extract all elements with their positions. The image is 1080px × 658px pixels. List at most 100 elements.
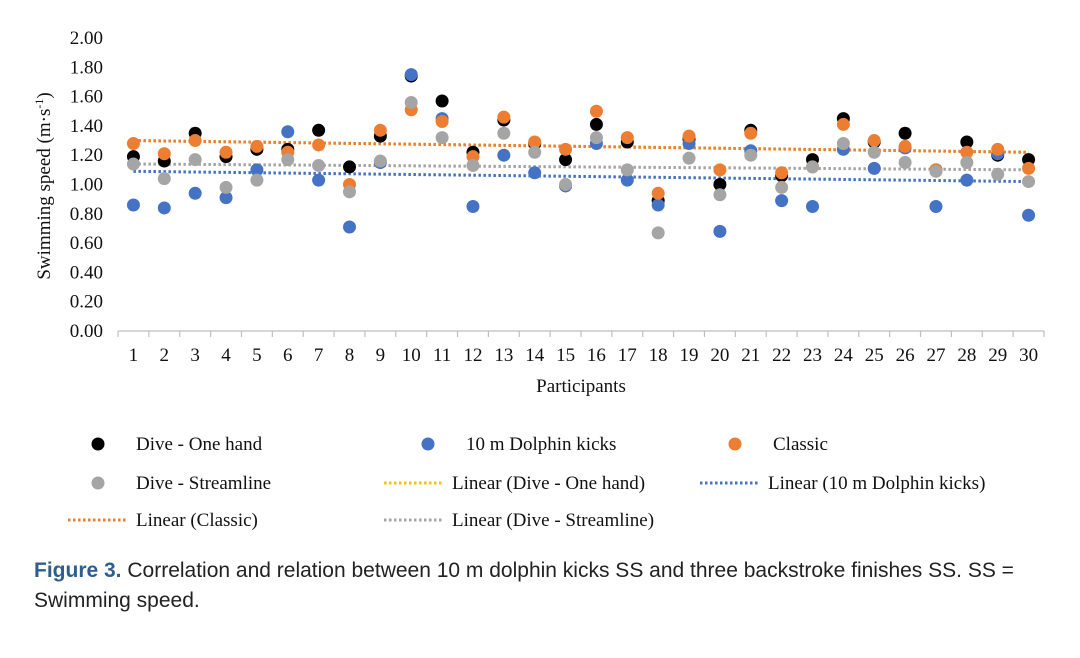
data-point <box>559 178 573 191</box>
x-tick-label: 7 <box>314 345 324 366</box>
data-point <box>589 104 603 118</box>
x-tick-label: 17 <box>618 345 637 366</box>
x-tick-label: 22 <box>772 345 791 366</box>
data-point <box>312 173 326 187</box>
data-point <box>960 173 974 187</box>
trendline <box>133 139 1029 154</box>
data-point <box>1022 208 1036 222</box>
y-tick-label: 0.60 <box>70 233 103 254</box>
data-point <box>435 131 449 145</box>
legend-label: 10 m Dolphin kicks <box>466 434 616 455</box>
data-point <box>157 147 171 161</box>
data-point <box>806 160 819 174</box>
x-tick-label: 28 <box>957 345 976 366</box>
data-point <box>528 166 542 180</box>
data-point <box>713 188 727 202</box>
data-point <box>651 198 665 212</box>
x-tick-label: 10 <box>402 345 421 366</box>
data-point <box>1022 175 1036 189</box>
data-point <box>281 153 295 167</box>
data-point <box>188 186 202 200</box>
x-tick-label: 8 <box>345 345 355 366</box>
x-tick-label: 25 <box>865 345 884 366</box>
x-tick-label: 16 <box>587 345 606 366</box>
data-point <box>898 126 912 140</box>
data-point <box>775 166 789 180</box>
data-point <box>219 145 233 159</box>
data-point <box>126 136 140 150</box>
data-point <box>466 158 480 172</box>
data-point <box>620 163 634 177</box>
data-point <box>157 201 171 215</box>
data-point <box>250 139 264 153</box>
data-point <box>188 134 202 148</box>
data-point <box>281 125 295 139</box>
data-point <box>713 178 727 191</box>
data-point <box>497 126 511 140</box>
data-point <box>929 199 943 213</box>
x-tick-label: 1 <box>129 345 139 366</box>
data-point <box>497 148 511 162</box>
data-point <box>775 180 789 194</box>
x-tick-label: 26 <box>896 345 915 366</box>
data-point <box>589 117 603 131</box>
data-point <box>713 224 727 238</box>
data-point <box>312 123 326 137</box>
data-point <box>126 198 140 212</box>
data-points <box>126 68 1036 240</box>
legend-label: Linear (Dive - Streamline) <box>452 510 654 531</box>
legend-label: Dive - One hand <box>136 434 263 455</box>
legend-label: Classic <box>773 434 828 455</box>
x-tick-label: 3 <box>190 345 200 366</box>
data-point <box>126 157 140 171</box>
trendlines <box>133 139 1029 184</box>
data-point <box>528 135 542 149</box>
data-point <box>404 95 418 109</box>
data-point <box>991 167 1005 181</box>
y-tick-label: 1.00 <box>70 175 103 196</box>
y-tick-label: 2.00 <box>70 28 103 49</box>
data-point <box>312 158 326 172</box>
x-tick-label: 11 <box>433 345 451 366</box>
data-point <box>651 186 665 200</box>
legend-marker <box>91 476 105 490</box>
x-tick-label: 4 <box>221 345 231 366</box>
x-tick-label: 12 <box>463 345 482 366</box>
x-tick-label: 23 <box>803 345 822 366</box>
trendline <box>133 162 1029 172</box>
data-point <box>528 145 542 159</box>
y-tick-label: 1.80 <box>70 57 103 78</box>
x-tick-label: 30 <box>1019 345 1038 366</box>
x-tick-label: 27 <box>926 345 945 366</box>
data-point <box>620 173 634 187</box>
data-point <box>960 135 974 149</box>
legend-marker <box>728 437 742 451</box>
data-point <box>991 142 1005 156</box>
data-point <box>929 164 943 178</box>
data-point <box>343 160 356 174</box>
legend-label: Linear (Dive - One hand) <box>452 473 645 494</box>
x-tick-label: 2 <box>160 345 170 366</box>
legend-marker <box>91 437 105 451</box>
data-point <box>188 153 202 167</box>
legend-label: Linear (Classic) <box>136 510 258 531</box>
x-tick-label: 9 <box>376 345 386 366</box>
data-point <box>960 145 974 159</box>
data-point <box>713 163 727 177</box>
x-tick-label: 19 <box>680 345 699 366</box>
x-axis: 1 2 3 4 5 6 7 8 9 10 11 12 13 14 15 16 17 18 19 20 21 22 23 24 2… <box>117 330 1045 366</box>
y-tick-label: 0.80 <box>70 204 103 225</box>
chart: 0.00 0.20 0.40 0.60 0.80 1.00 1.20 1.40 1.60 1.80… <box>32 28 1045 531</box>
y-tick-label: 1.40 <box>70 116 103 137</box>
data-point <box>404 68 418 82</box>
data-point <box>497 110 511 124</box>
data-point <box>960 156 974 170</box>
data-point <box>744 126 758 140</box>
x-tick-label: 6 <box>283 345 293 366</box>
x-tick-label: 15 <box>556 345 575 366</box>
data-point <box>867 161 881 175</box>
x-tick-label: 24 <box>834 345 854 366</box>
data-point <box>682 151 696 165</box>
y-tick-label: 0.00 <box>70 321 103 342</box>
data-point <box>651 226 665 240</box>
